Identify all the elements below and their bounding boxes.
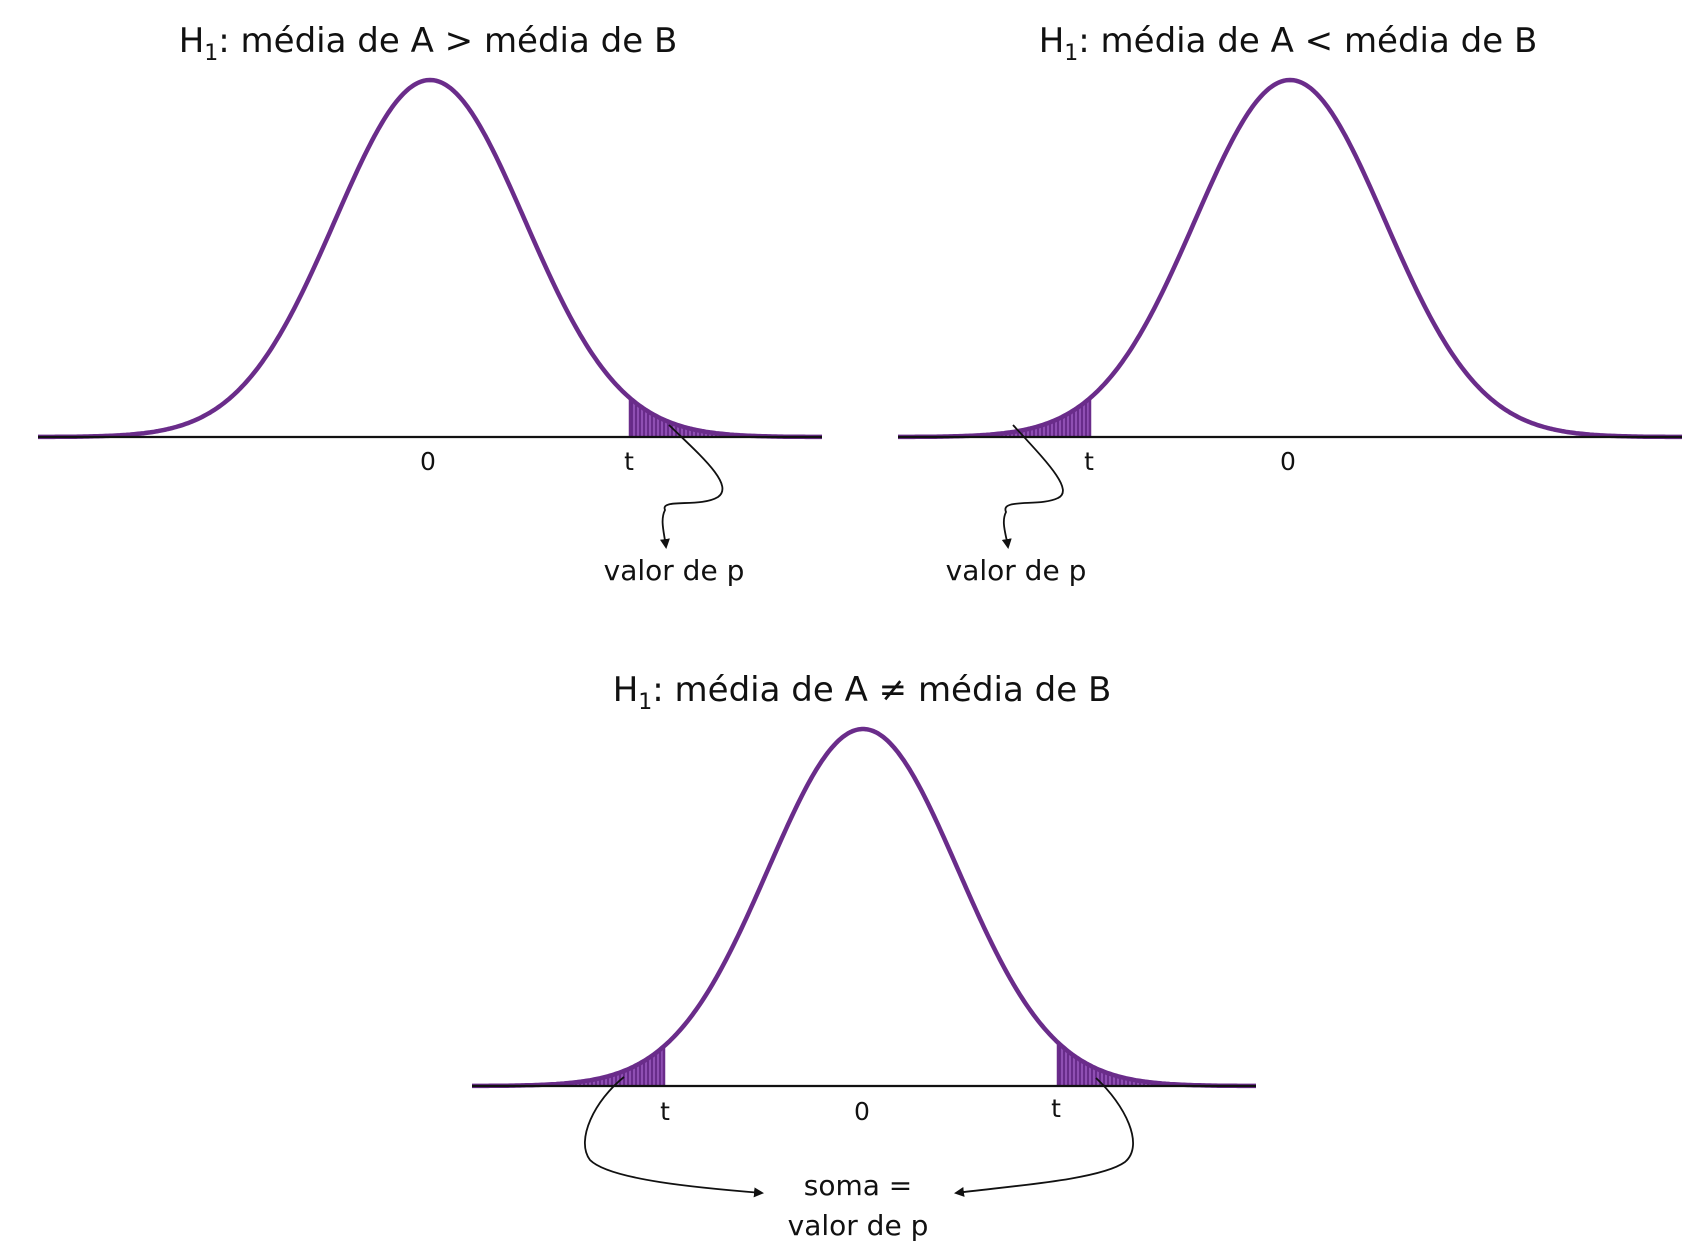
bell-curve — [897, 77, 1683, 440]
pointer-arrow — [659, 424, 724, 549]
panel-title: H1: média de A < média de B — [1039, 21, 1538, 66]
pointer-arrow-right — [954, 1077, 1134, 1197]
panel-left-tailed: H1: média de A < média de B t 0 valor de… — [897, 21, 1683, 587]
tick-label-t: t — [1084, 447, 1094, 476]
p-value-label: valor de p — [946, 554, 1087, 587]
panel-right-tailed: H1: média de A > média de B 0 t valor de… — [37, 21, 823, 587]
bell-curve — [471, 726, 1257, 1089]
panel-two-tailed: H1: média de A ≠ média de B t 0 t soma =… — [471, 670, 1257, 1242]
pointer-arrow — [1001, 424, 1064, 549]
sum-label: soma = — [804, 1169, 913, 1202]
tick-label-t: t — [624, 447, 634, 476]
tick-label-t-left: t — [660, 1097, 670, 1126]
tick-label-zero: 0 — [420, 447, 436, 476]
panel-title: H1: média de A > média de B — [179, 21, 678, 66]
tick-label-t-right: t — [1051, 1094, 1061, 1123]
pointer-arrow-left — [584, 1076, 764, 1198]
bell-curve — [37, 77, 823, 440]
tick-label-zero: 0 — [1280, 447, 1296, 476]
p-value-label: valor de p — [604, 554, 745, 587]
p-value-label: valor de p — [788, 1209, 929, 1242]
panel-title: H1: média de A ≠ média de B — [613, 670, 1112, 715]
tick-label-zero: 0 — [854, 1097, 870, 1126]
